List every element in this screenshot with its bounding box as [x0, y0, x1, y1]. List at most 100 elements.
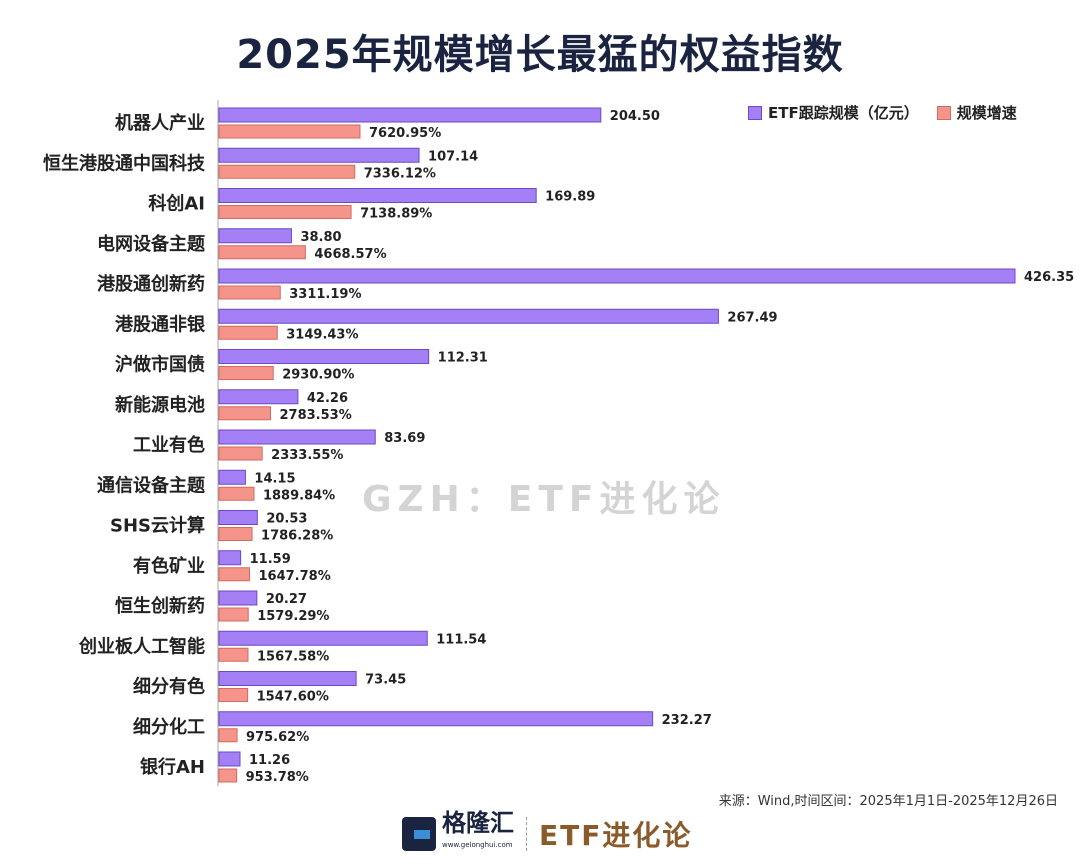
- category-label: 银行AH: [140, 756, 205, 778]
- scale-bar: [218, 630, 428, 646]
- scale-bar: [218, 711, 654, 727]
- scale-bar: [218, 268, 1016, 284]
- growth-bar: [218, 164, 356, 179]
- scale-bar: [218, 590, 258, 606]
- category-label: 机器人产业: [115, 112, 205, 134]
- scale-bar: [218, 147, 420, 163]
- category-label: 细分有色: [133, 676, 205, 698]
- legend-label-scale: ETF跟踪规模（亿元）: [768, 104, 919, 122]
- logo-url: www.gelonghui.com: [442, 841, 513, 849]
- scale-value-label: 73.45: [365, 673, 406, 688]
- scale-value-label: 111.54: [436, 632, 486, 647]
- watermark: GZH：ETF进化论: [362, 479, 726, 520]
- legend-swatch-scale: [748, 105, 762, 120]
- growth-value-label: 1889.84%: [263, 488, 335, 503]
- growth-bar: [218, 205, 352, 219]
- growth-bar: [218, 446, 263, 461]
- growth-bar: [218, 567, 250, 582]
- scale-bar: [218, 510, 258, 525]
- scale-value-label: 20.53: [266, 512, 307, 527]
- scale-bar: [218, 550, 242, 566]
- scale-value-label: 232.27: [662, 713, 712, 728]
- source-note: 来源：Wind,时间区间：2025年1月1日-2025年12月26日: [718, 794, 1058, 809]
- growth-bar: [218, 728, 238, 743]
- growth-value-label: 1647.78%: [258, 569, 330, 584]
- scale-bar: [218, 107, 602, 123]
- growth-value-label: 4668.57%: [314, 247, 386, 262]
- growth-bar: [218, 366, 274, 380]
- growth-value-label: 953.78%: [246, 770, 309, 785]
- growth-value-label: 1547.60%: [257, 690, 329, 705]
- scale-value-label: 112.31: [438, 351, 488, 366]
- scale-value-label: 426.35: [1024, 270, 1074, 285]
- scale-bar: [218, 429, 376, 445]
- scale-bar: [218, 751, 241, 767]
- growth-value-label: 2783.53%: [279, 408, 351, 423]
- scale-value-label: 11.26: [249, 753, 290, 768]
- scale-value-label: 107.14: [428, 149, 478, 164]
- growth-value-label: 2333.55%: [271, 448, 343, 463]
- legend: ETF跟踪规模（亿元） 规模增速: [748, 102, 1017, 123]
- legend-swatch-growth: [936, 105, 951, 120]
- growth-bar: [218, 325, 278, 340]
- scale-bar: [218, 349, 430, 364]
- growth-bar: [218, 688, 249, 702]
- scale-value-label: 204.50: [610, 109, 660, 124]
- growth-value-label: 1579.29%: [257, 609, 329, 624]
- scale-bar: [218, 188, 537, 203]
- growth-bar: [218, 406, 271, 421]
- growth-value-label: 1567.58%: [257, 649, 329, 664]
- category-label: 港股通创新药: [97, 273, 205, 295]
- growth-value-label: 3311.19%: [289, 287, 361, 302]
- chart-title: 2025年规模增长最猛的权益指数: [236, 32, 844, 78]
- footer: 格隆汇 www.gelonghui.com ETF进化论: [402, 809, 693, 856]
- category-label: 恒生港股通中国科技: [43, 152, 206, 174]
- category-label: 有色矿业: [133, 555, 205, 577]
- growth-value-label: 7336.12%: [364, 166, 436, 181]
- category-label: 港股通非银: [115, 313, 206, 335]
- scale-value-label: 20.27: [266, 592, 307, 607]
- growth-value-label: 2930.90%: [282, 368, 354, 383]
- scale-value-label: 14.15: [254, 471, 295, 486]
- growth-value-label: 7620.95%: [369, 126, 441, 141]
- category-label: 通信设备主题: [97, 474, 206, 496]
- scale-value-label: 169.89: [545, 190, 595, 205]
- growth-bar: [218, 124, 361, 139]
- growth-value-label: 7138.89%: [360, 207, 432, 222]
- scale-value-label: 38.80: [300, 230, 341, 245]
- scale-bar: [218, 469, 246, 485]
- scale-bar: [218, 228, 292, 244]
- category-label: 创业板人工智能: [78, 635, 205, 657]
- growth-value-label: 3149.43%: [286, 327, 358, 342]
- category-label: 电网设备主题: [97, 233, 206, 255]
- gelonghui-logo-icon: [402, 817, 436, 851]
- scale-value-label: 11.59: [250, 552, 291, 567]
- scale-value-label: 42.26: [307, 391, 348, 406]
- footer-divider: [526, 817, 527, 851]
- category-label: SHS云计算: [110, 515, 205, 537]
- scale-value-label: 83.69: [384, 431, 425, 446]
- legend-label-growth: 规模增速: [956, 104, 1017, 122]
- category-label: 沪做市国债: [115, 354, 205, 376]
- category-label: 工业有色: [133, 434, 205, 456]
- category-label: 新能源电池: [115, 394, 205, 416]
- growth-bar: [218, 607, 249, 622]
- growth-value-label: 975.62%: [246, 730, 309, 745]
- scale-value-label: 267.49: [727, 310, 777, 325]
- growth-bar: [218, 527, 253, 541]
- category-label: 细分化工: [133, 716, 205, 738]
- category-label: 科创AI: [148, 193, 205, 215]
- brand-name: ETF进化论: [539, 819, 693, 852]
- scale-bar: [218, 389, 299, 405]
- scale-bar: [218, 308, 719, 324]
- growth-bar: [218, 647, 249, 662]
- growth-bar: [218, 245, 306, 260]
- growth-bar: [218, 285, 281, 300]
- logo-name: 格隆汇: [442, 809, 514, 837]
- category-label: 恒生创新药: [115, 595, 205, 617]
- growth-bar: [218, 768, 238, 783]
- scale-bar: [218, 671, 357, 686]
- growth-bar: [218, 486, 255, 501]
- growth-value-label: 1786.28%: [261, 529, 333, 544]
